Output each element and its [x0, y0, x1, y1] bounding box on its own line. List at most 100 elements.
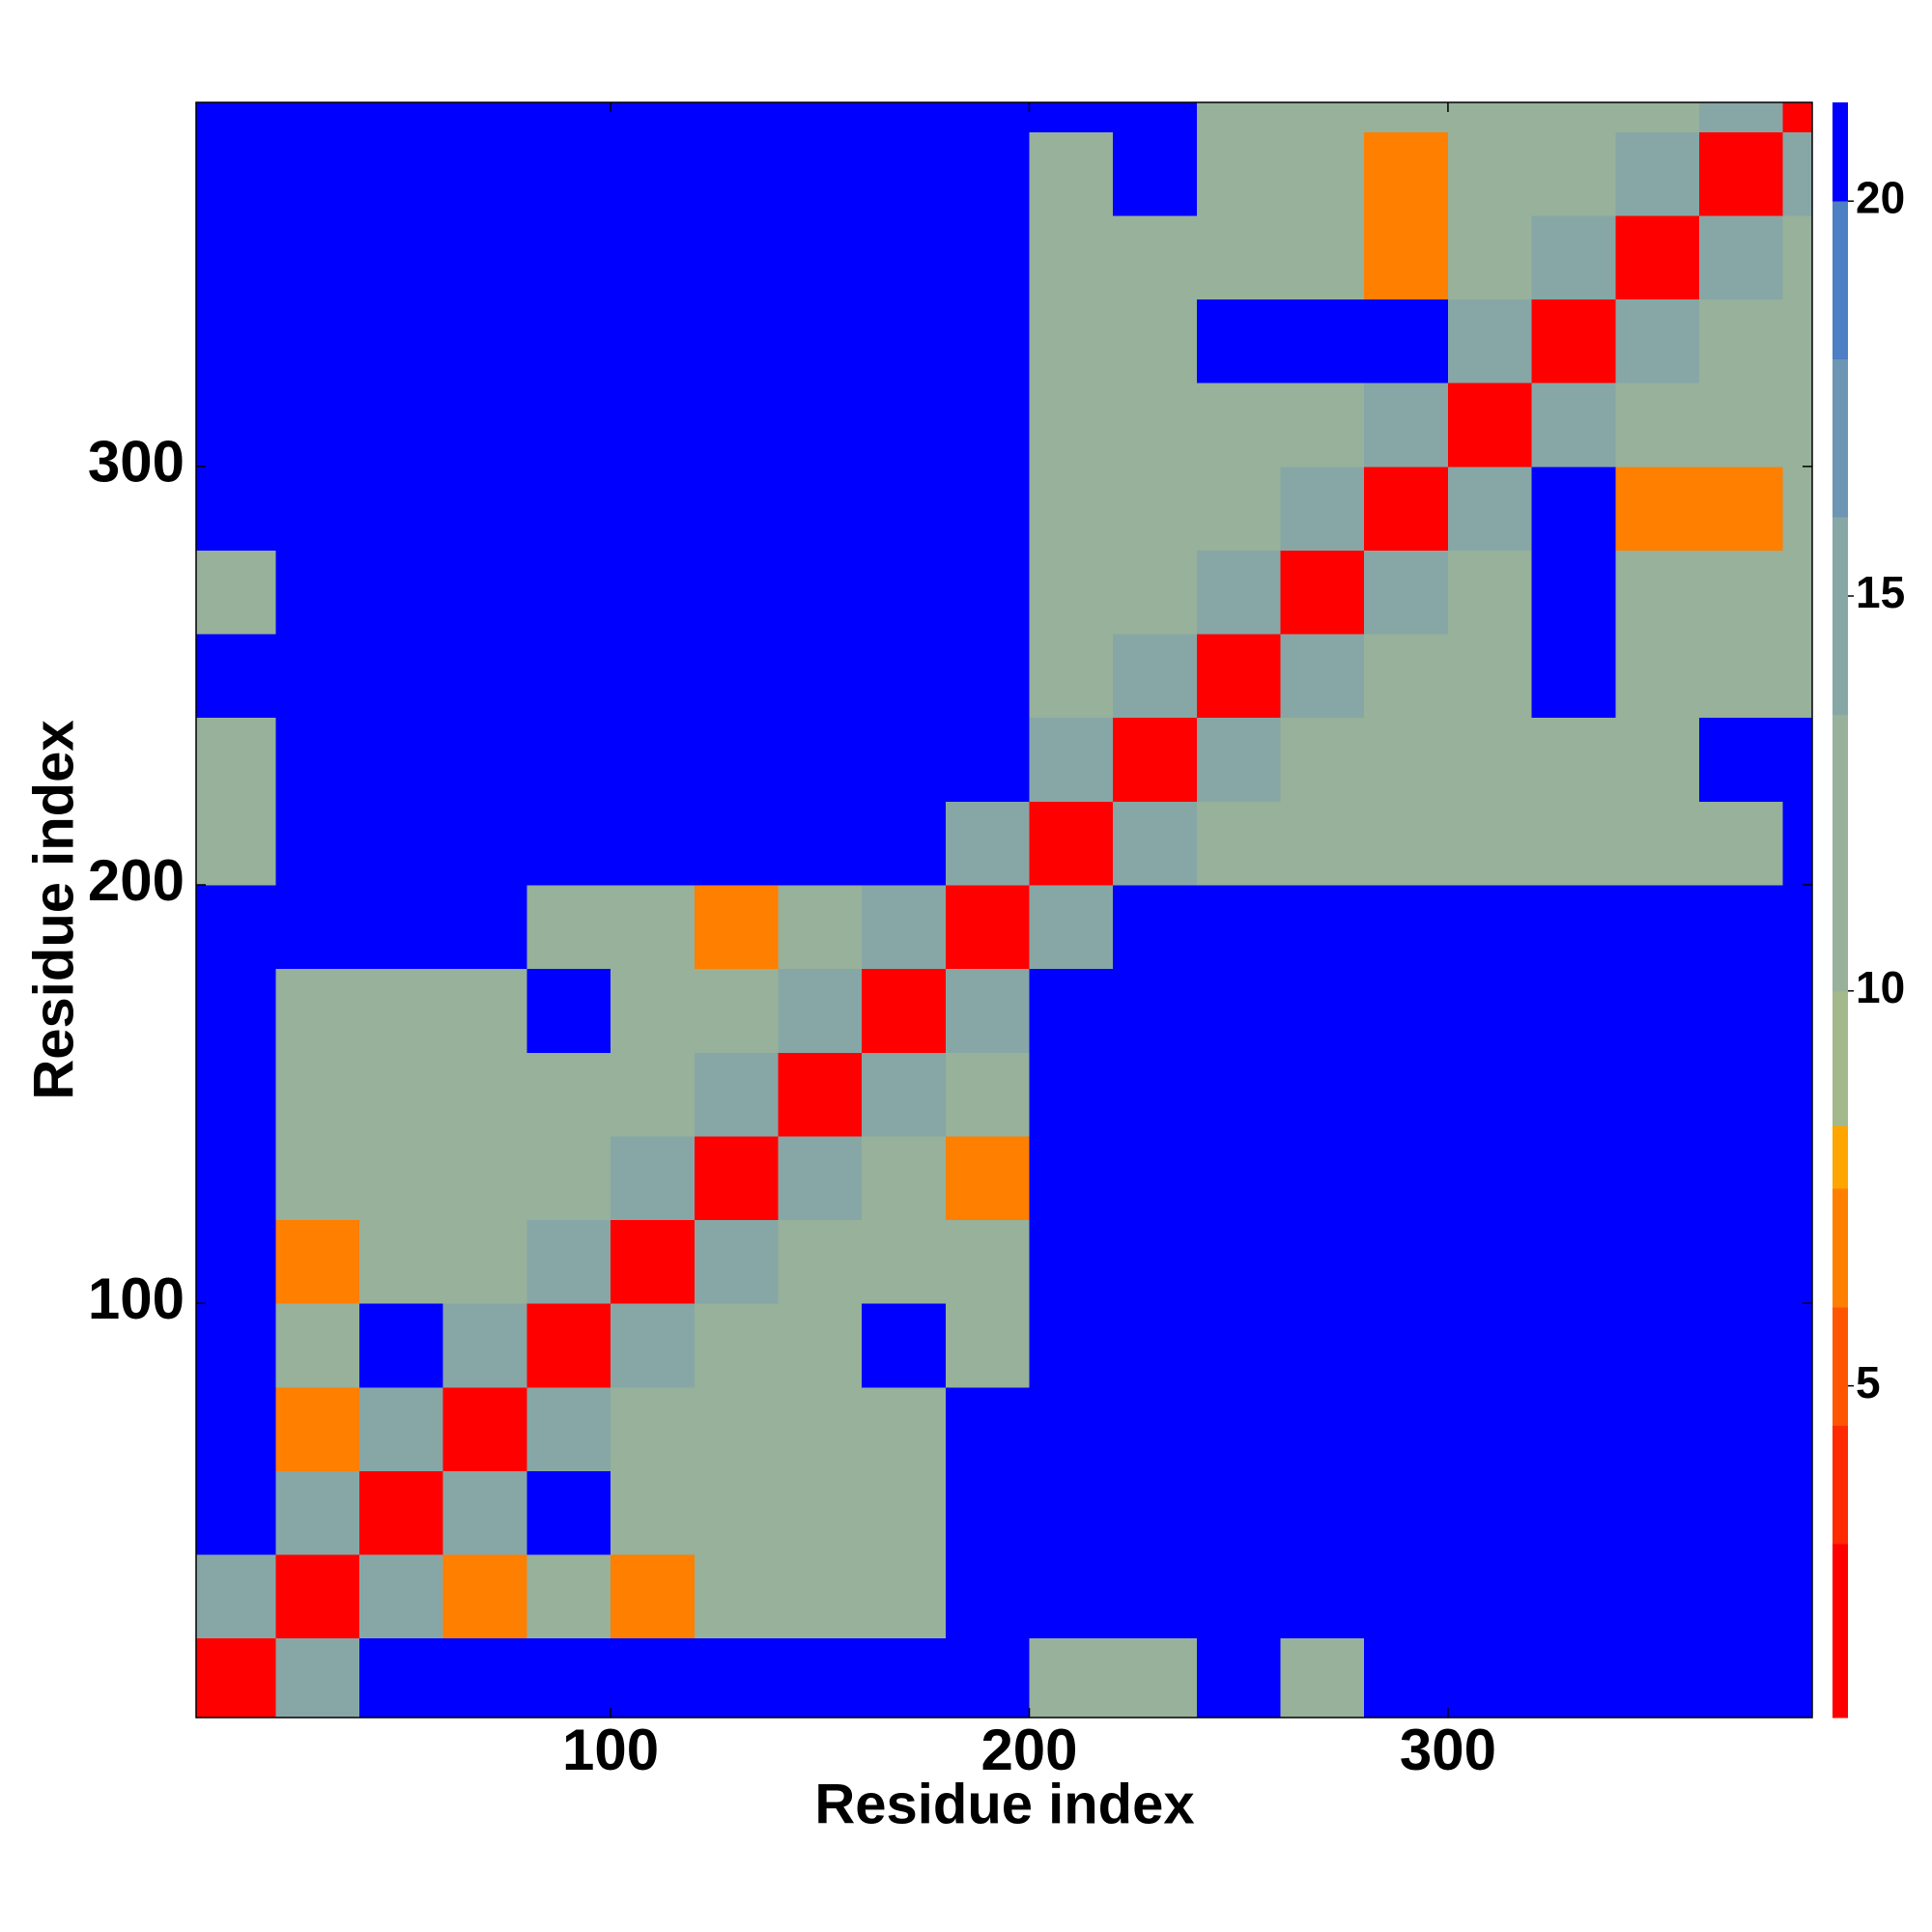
heatmap-cell — [359, 131, 444, 216]
y-tick-label: 200 — [88, 848, 185, 913]
heatmap-cell — [442, 1386, 527, 1471]
heatmap-cell — [1782, 1135, 1813, 1221]
heatmap-cell — [1113, 717, 1198, 802]
heatmap-cell — [1196, 885, 1282, 970]
colorbar-band — [1833, 1306, 1848, 1426]
heatmap-cell — [1196, 1470, 1282, 1555]
heatmap-cell — [778, 634, 863, 719]
heatmap-cell — [1698, 131, 1784, 216]
heatmap-cell — [1113, 102, 1198, 132]
y-tick-label: 100 — [88, 1266, 185, 1331]
heatmap-cell — [442, 298, 527, 384]
heatmap-cell — [778, 1386, 863, 1471]
heatmap-cell — [862, 102, 947, 132]
heatmap-cell — [1447, 1637, 1533, 1719]
heatmap-cell — [945, 1052, 1031, 1137]
heatmap-cell — [611, 1052, 696, 1137]
heatmap-cell — [862, 1470, 947, 1555]
heatmap-cell — [275, 968, 360, 1053]
heatmap-cell — [778, 102, 863, 132]
heatmap-cell — [1113, 1386, 1198, 1471]
heatmap-cell — [1782, 1386, 1813, 1471]
heatmap-cell — [1615, 1637, 1700, 1719]
heatmap-cell — [1782, 214, 1813, 300]
heatmap-cell — [862, 383, 947, 468]
heatmap-cell — [1113, 298, 1198, 384]
heatmap-cell — [359, 1637, 444, 1719]
heatmap-cell — [1364, 801, 1449, 886]
heatmap-cell — [945, 298, 1031, 384]
heatmap-cell — [1782, 1303, 1813, 1388]
heatmap-cell — [1364, 1554, 1449, 1639]
heatmap-cell — [196, 1135, 276, 1221]
heatmap-cell — [778, 1470, 863, 1555]
heatmap-cell — [1615, 885, 1700, 970]
heatmap-cell — [1280, 1386, 1365, 1471]
heatmap-cell — [862, 1135, 947, 1221]
heatmap-cell — [1280, 131, 1365, 216]
heatmap-cell — [1531, 717, 1616, 802]
colorbar-tick-label: 15 — [1856, 567, 1905, 617]
colorbar-band — [1833, 102, 1848, 202]
heatmap-cell — [1364, 550, 1449, 635]
heatmap-cell — [1280, 1135, 1365, 1221]
heatmap-cell — [611, 550, 696, 635]
heatmap-cell — [275, 214, 360, 300]
heatmap-cell — [1447, 550, 1533, 635]
heatmap-cell — [945, 1470, 1031, 1555]
heatmap-cell — [862, 1052, 947, 1137]
heatmap-cell — [862, 131, 947, 216]
heatmap-cell — [1364, 885, 1449, 970]
heatmap-cell — [1615, 1219, 1700, 1304]
heatmap-cell — [1698, 1637, 1784, 1719]
heatmap-cell — [1280, 214, 1365, 300]
heatmap-cell — [1196, 550, 1282, 635]
heatmap-cell — [1364, 1303, 1449, 1388]
heatmap-cell — [1280, 550, 1365, 635]
heatmap-cell — [1698, 1470, 1784, 1555]
heatmap-cell — [945, 383, 1031, 468]
heatmap-cell — [1113, 801, 1198, 886]
heatmap-cell — [1280, 717, 1365, 802]
heatmap-cell — [442, 1052, 527, 1137]
heatmap-cell — [778, 801, 863, 886]
heatmap-cell — [1029, 466, 1114, 551]
heatmap-cell — [196, 102, 276, 132]
heatmap-cell — [1447, 1219, 1533, 1304]
heatmap-cell — [694, 214, 779, 300]
heatmap-cell — [1615, 550, 1700, 635]
heatmap-cell — [1447, 1052, 1533, 1137]
heatmap-cell — [1782, 1470, 1813, 1555]
heatmap-cell — [778, 1554, 863, 1639]
heatmap-cell — [359, 717, 444, 802]
heatmap-cell — [196, 214, 276, 300]
heatmap-cell — [526, 1052, 611, 1137]
heatmap-cell — [1280, 1303, 1365, 1388]
heatmap-cell — [442, 1219, 527, 1304]
heatmap-cell — [1782, 717, 1813, 802]
heatmap-cell — [275, 1470, 360, 1555]
heatmap-cell — [442, 717, 527, 802]
heatmap-cell — [1615, 634, 1700, 719]
heatmap-cell — [196, 131, 276, 216]
heatmap-cell — [1531, 1052, 1616, 1137]
heatmap-cell — [526, 801, 611, 886]
colorbar-band — [1833, 1188, 1848, 1308]
heatmap-cell — [862, 801, 947, 886]
heatmap-cell — [1782, 466, 1813, 551]
heatmap-cell — [862, 550, 947, 635]
heatmap-cell — [1615, 1554, 1700, 1639]
heatmap-cell — [275, 1219, 360, 1304]
heatmap-cell — [359, 1470, 444, 1555]
heatmap-cell — [1196, 214, 1282, 300]
heatmap-cell — [1447, 466, 1533, 551]
heatmap-cell — [1196, 1303, 1282, 1388]
heatmap-cell — [442, 550, 527, 635]
heatmap-cell — [359, 1303, 444, 1388]
heatmap-cell — [526, 383, 611, 468]
colorbar-band — [1833, 517, 1848, 716]
heatmap-cell — [275, 102, 360, 132]
heatmap-cell — [1447, 1386, 1533, 1471]
heatmap-cell — [778, 383, 863, 468]
heatmap-cell — [1364, 214, 1449, 300]
